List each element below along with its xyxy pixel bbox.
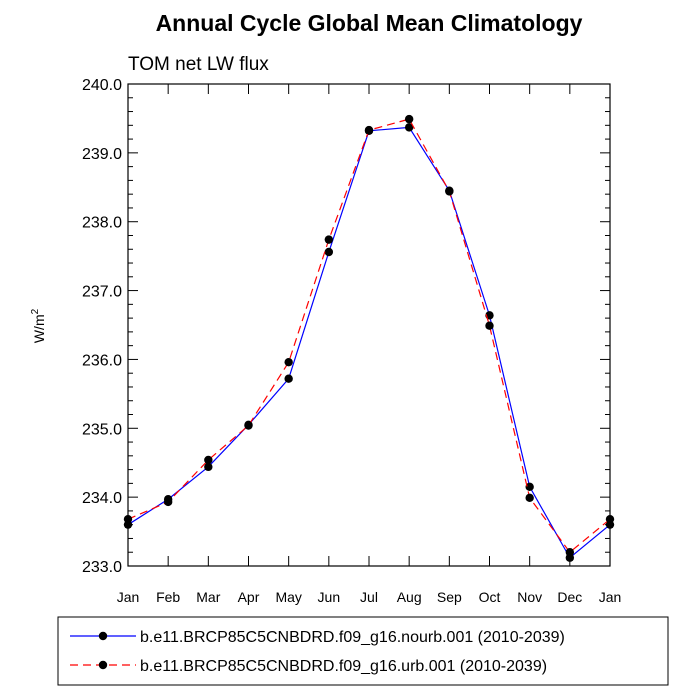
series-1	[123, 123, 615, 562]
legend-marker	[98, 660, 108, 670]
legend-entry-2: b.e11.BRCP85C5CNBDRD.f09_g16.urb.001 (20…	[70, 658, 547, 675]
y-tick-label: 235.0	[82, 421, 122, 438]
legend-label: b.e11.BRCP85C5CNBDRD.f09_g16.nourb.001 (…	[140, 629, 565, 646]
x-tick-label: Jun	[318, 589, 341, 605]
legend-marker	[98, 631, 108, 641]
data-point	[485, 321, 494, 330]
series-2	[123, 114, 615, 557]
y-axis-label-superscript: 2	[30, 308, 41, 314]
data-point	[163, 497, 173, 507]
x-tick-label: Apr	[238, 589, 260, 605]
legend-box	[57, 616, 669, 686]
x-tick-label: Jul	[360, 589, 378, 605]
data-point	[605, 514, 615, 524]
x-tick-label: Jan	[117, 589, 140, 605]
data-point	[364, 125, 374, 135]
series-line	[127, 118, 611, 554]
x-tick-label: Oct	[479, 589, 501, 605]
x-tick-label: May	[275, 589, 301, 605]
legend-entry-1: b.e11.BRCP85C5CNBDRD.f09_g16.nourb.001 (…	[70, 629, 565, 646]
y-tick-label: 234.0	[82, 490, 122, 507]
y-tick-label: 238.0	[82, 215, 122, 232]
x-tick-label: Aug	[397, 589, 422, 605]
data-point	[324, 247, 334, 257]
x-tick-label: Sep	[437, 589, 462, 605]
legend: b.e11.BRCP85C5CNBDRD.f09_g16.nourb.001 (…	[57, 616, 669, 686]
data-point	[525, 493, 534, 503]
data-point	[565, 548, 575, 557]
data-point	[404, 123, 414, 132]
chart-title: Annual Cycle Global Mean Climatology	[156, 10, 583, 36]
x-tick-label: Mar	[196, 589, 220, 605]
series-line	[127, 126, 611, 559]
x-tick-label: Feb	[156, 589, 180, 605]
x-tick-label: Nov	[517, 589, 542, 605]
y-axis-label: W/m2	[30, 308, 47, 343]
y-tick-label: 233.0	[82, 559, 122, 576]
data-point	[324, 235, 334, 244]
data-point	[445, 187, 454, 196]
data-point	[123, 514, 133, 524]
data-point	[244, 421, 253, 430]
y-tick-label: 236.0	[82, 352, 122, 369]
data-point	[404, 114, 414, 124]
x-tick-label: Dec	[557, 589, 582, 605]
y-tick-label: 237.0	[82, 284, 122, 301]
x-tick-label: Jan	[599, 589, 622, 605]
chart-subtitle: TOM net LW flux	[128, 54, 269, 75]
data-point	[525, 482, 534, 492]
plot-frame	[127, 83, 611, 567]
data-point	[284, 357, 293, 367]
series-layer	[123, 114, 615, 562]
y-tick-label: 239.0	[82, 146, 122, 163]
y-axis-label-text: W/m	[31, 314, 47, 343]
data-point	[204, 462, 213, 472]
y-tick-label: 240.0	[82, 77, 122, 94]
data-point	[204, 455, 213, 465]
axes: 233.0 234.0 235.0 236.0 237.0 238.0 239.0 240.0…	[82, 77, 621, 605]
legend-label: b.e11.BRCP85C5CNBDRD.f09_g16.urb.001 (20…	[140, 658, 547, 675]
data-point	[284, 374, 293, 383]
